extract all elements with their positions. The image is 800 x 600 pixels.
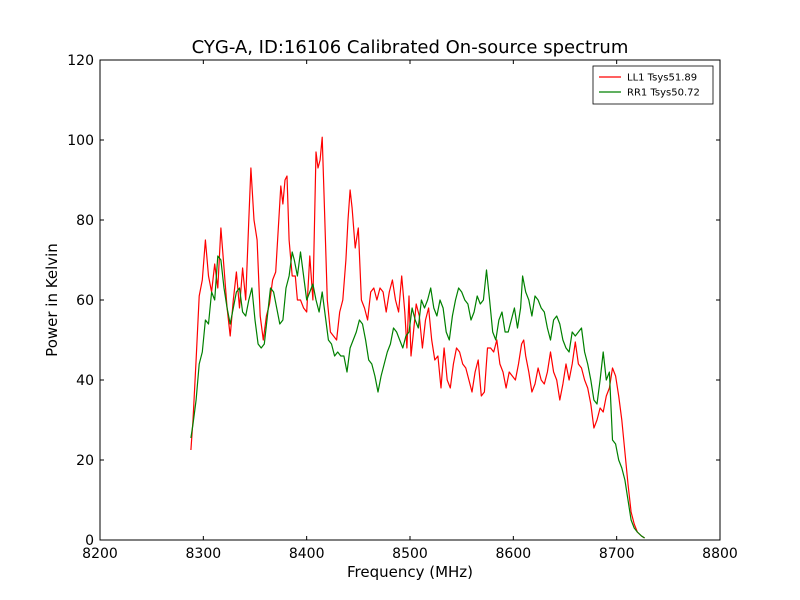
x-tick-label-2: 8400 (289, 546, 325, 562)
y-axis-label: Power in Kelvin (43, 243, 61, 357)
legend: LL1 Tsys51.89 RR1 Tsys50.72 (592, 65, 714, 105)
x-tick-label-6: 8800 (702, 546, 738, 562)
y-tick-label-5: 100 (67, 133, 94, 149)
x-tick-label-0: 8200 (82, 546, 118, 562)
legend-label-1: LL1 Tsys51.89 (627, 73, 697, 84)
y-tick-label-2: 40 (76, 373, 94, 389)
y-tick-label-3: 60 (76, 293, 94, 309)
plot-area (190, 136, 645, 539)
y-tick-label-4: 80 (76, 213, 94, 229)
y-tick-label-6: 120 (67, 53, 94, 69)
x-tick-label-5: 8700 (599, 546, 635, 562)
axis-ticks: 8200 8300 8400 8500 8600 8700 8800 0 20 40 60 80 100… (67, 53, 738, 562)
x-tick-label-3: 8500 (392, 546, 428, 562)
series-line-2 (190, 251, 645, 539)
legend-label-2: RR1 Tsys50.72 (627, 88, 700, 99)
y-tick-label-1: 20 (76, 453, 94, 469)
x-tick-label-1: 8300 (186, 546, 222, 562)
y-tick-label-0: 0 (85, 533, 94, 549)
chart-title: CYG-A, ID:16106 Calibrated On-source spe… (192, 37, 629, 58)
x-axis-label: Frequency (MHz) (347, 563, 473, 581)
legend-box (592, 65, 714, 105)
x-tick-label-4: 8600 (496, 546, 532, 562)
